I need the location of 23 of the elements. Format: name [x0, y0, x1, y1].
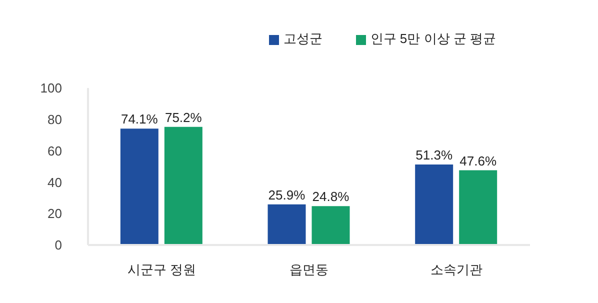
x-tick-label: 읍면동: [290, 262, 328, 278]
y-tick-label: 20: [48, 206, 62, 222]
y-tick-label: 80: [48, 112, 62, 128]
bar: [120, 128, 158, 245]
y-tick-label: 0: [54, 238, 62, 253]
legend-label: 고성군: [283, 31, 322, 46]
legend-label: 인구 5만 이상 군 평균: [370, 31, 496, 46]
data-label: 75.2%: [164, 110, 202, 125]
data-label: 51.3%: [416, 147, 453, 162]
bar: [459, 170, 498, 245]
bar: [268, 204, 306, 245]
y-tick-label: 40: [48, 174, 62, 190]
y-tick-label: 60: [48, 143, 62, 158]
bar: [415, 164, 454, 245]
data-label: 25.9%: [268, 187, 306, 202]
x-tick-label: 시군구 정원: [127, 262, 196, 278]
x-tick-label: 소속기관: [430, 262, 482, 278]
data-label: 74.1%: [120, 112, 158, 127]
data-label: 47.6%: [460, 153, 497, 168]
data-label: 24.8%: [312, 189, 350, 204]
y-tick-label: 100: [40, 80, 62, 96]
bar: [164, 126, 202, 245]
bar: [312, 206, 350, 245]
